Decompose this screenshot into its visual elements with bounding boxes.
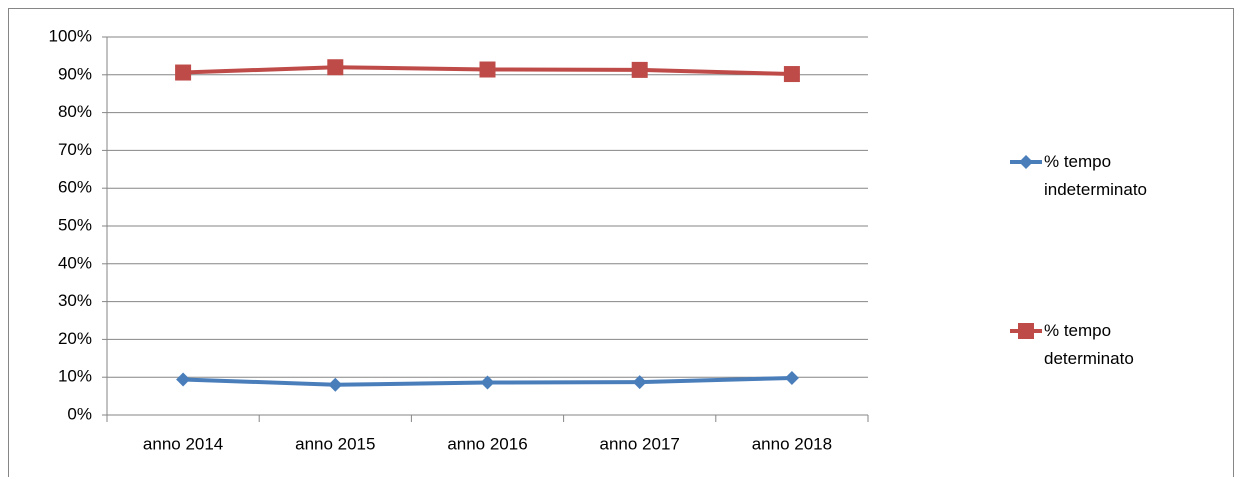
legend-label: % tempo determinato: [1044, 321, 1134, 368]
marker: [327, 59, 344, 76]
marker: [175, 64, 192, 81]
marker: [1018, 323, 1034, 339]
y-tick-label: 70%: [58, 140, 92, 159]
marker: [328, 377, 343, 392]
marker: [783, 66, 800, 83]
marker: [176, 372, 191, 387]
chart-frame: [8, 8, 1234, 477]
y-tick-label: 30%: [58, 291, 92, 310]
legend-label: % tempo indeterminato: [1044, 152, 1148, 199]
marker: [784, 370, 799, 385]
y-tick-label: 60%: [58, 178, 92, 197]
y-tick-label: 0%: [67, 404, 92, 423]
y-tick-label: 20%: [58, 329, 92, 348]
x-tick-label: anno 2016: [447, 434, 527, 453]
x-tick-label: anno 2014: [143, 434, 223, 453]
marker: [631, 61, 648, 78]
legend-box: % tempo determinato: [1044, 321, 1134, 368]
x-tick-label: anno 2017: [600, 434, 680, 453]
marker: [1019, 155, 1033, 169]
x-tick-label: anno 2018: [752, 434, 832, 453]
marker: [479, 61, 496, 78]
y-tick-label: 40%: [58, 253, 92, 272]
y-tick-label: 90%: [58, 64, 92, 83]
y-tick-label: 80%: [58, 102, 92, 121]
y-tick-label: 100%: [49, 26, 92, 45]
marker: [480, 375, 495, 390]
legend-box: % tempo indeterminato: [1044, 152, 1148, 199]
marker: [632, 375, 647, 390]
x-tick-label: anno 2015: [295, 434, 375, 453]
y-tick-label: 10%: [58, 367, 92, 386]
y-tick-label: 50%: [58, 215, 92, 234]
